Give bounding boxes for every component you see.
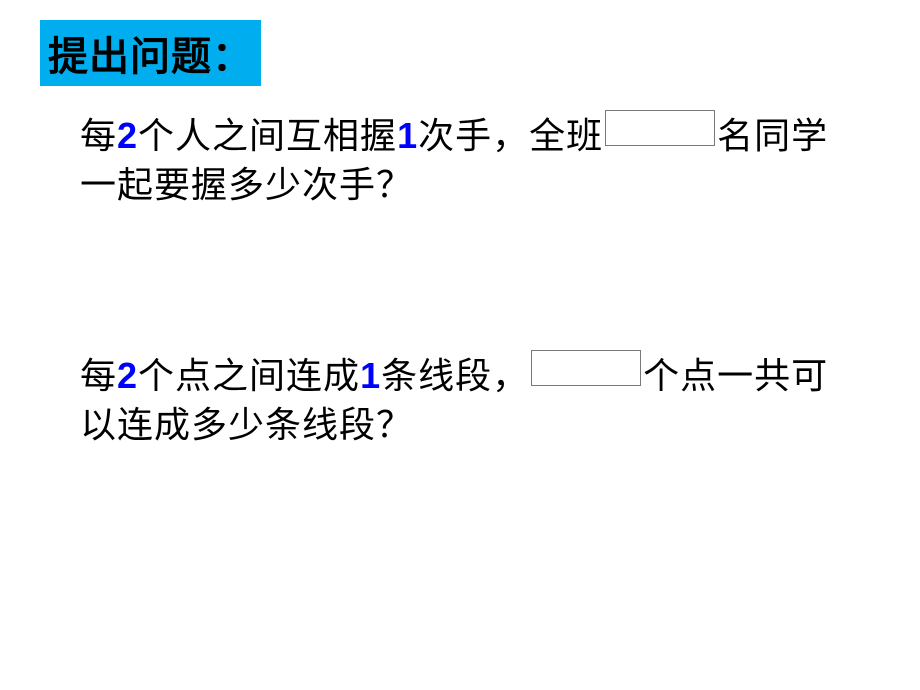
q1-text-a: 每 [80,115,117,156]
q1-num-2: 1 [397,115,418,156]
q1-text-b: 个人之间互相握 [138,115,397,156]
q2-text-c: 条线段， [381,355,529,396]
q2-input[interactable] [531,350,641,386]
q2-text-a: 每 [80,355,117,396]
heading-text: 提出问题： [48,35,253,79]
heading-box: 提出问题： [40,20,261,86]
q2-num-1: 2 [117,355,138,396]
q1-num-1: 2 [117,115,138,156]
question-2: 每2个点之间连成1条线段，个点一共可以连成多少条线段？ [80,350,860,449]
q1-input[interactable] [605,110,715,146]
q2-text-b: 个点之间连成 [138,355,360,396]
question-1: 每2个人之间互相握1次手，全班名同学一起要握多少次手？ [80,110,860,209]
q2-num-2: 1 [360,355,381,396]
q1-text-c: 次手，全班 [418,115,603,156]
